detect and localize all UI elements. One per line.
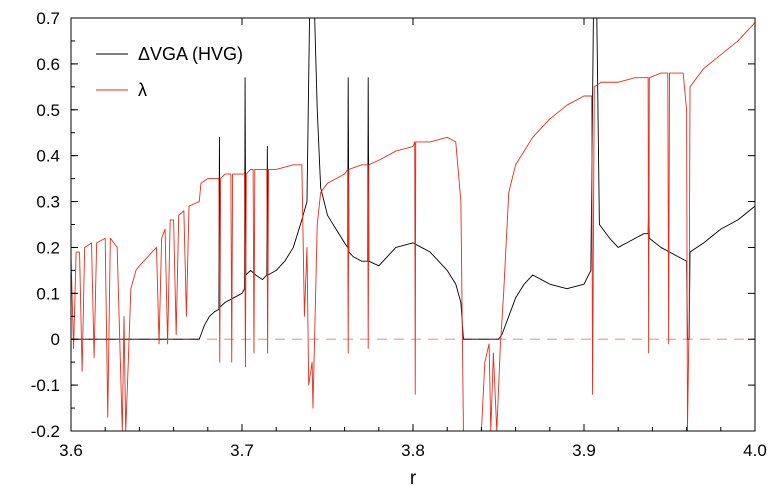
y-tick-label: -0.1 (31, 376, 60, 395)
x-tick-label: 3.7 (230, 441, 254, 460)
x-tick-label: 3.9 (572, 441, 596, 460)
series-line-2 (71, 22, 755, 431)
y-axis: -0.2 -0.1 0 0.1 0.2 0.3 0.4 0.5 0.6 0.7 (31, 9, 755, 441)
legend: ΔVGA (HVG) λ (96, 44, 243, 100)
y-tick-label: 0 (51, 330, 60, 349)
plot-background (71, 18, 755, 431)
y-tick-label: 0.6 (36, 55, 60, 74)
y-tick-label: 0.4 (36, 147, 60, 166)
x-tick-label: 3.6 (59, 441, 83, 460)
y-tick-label: 0.3 (36, 193, 60, 212)
x-axis: 3.6 3.7 3.8 3.9 4.0 (59, 18, 767, 460)
x-tick-label: 3.8 (401, 441, 425, 460)
series-line-1 (71, 18, 755, 340)
y-tick-label: 0.1 (36, 284, 60, 303)
x-axis-title: r (410, 468, 417, 489)
series-layer (71, 18, 755, 431)
x-tick-label: 4.0 (743, 441, 767, 460)
legend-label-series-1: ΔVGA (HVG) (138, 44, 243, 64)
y-tick-label: 0.7 (36, 9, 60, 28)
y-tick-label: 0.2 (36, 238, 60, 257)
legend-label-series-2: λ (138, 80, 147, 100)
y-tick-label: 0.5 (36, 101, 60, 120)
y-tick-label: -0.2 (31, 422, 60, 441)
